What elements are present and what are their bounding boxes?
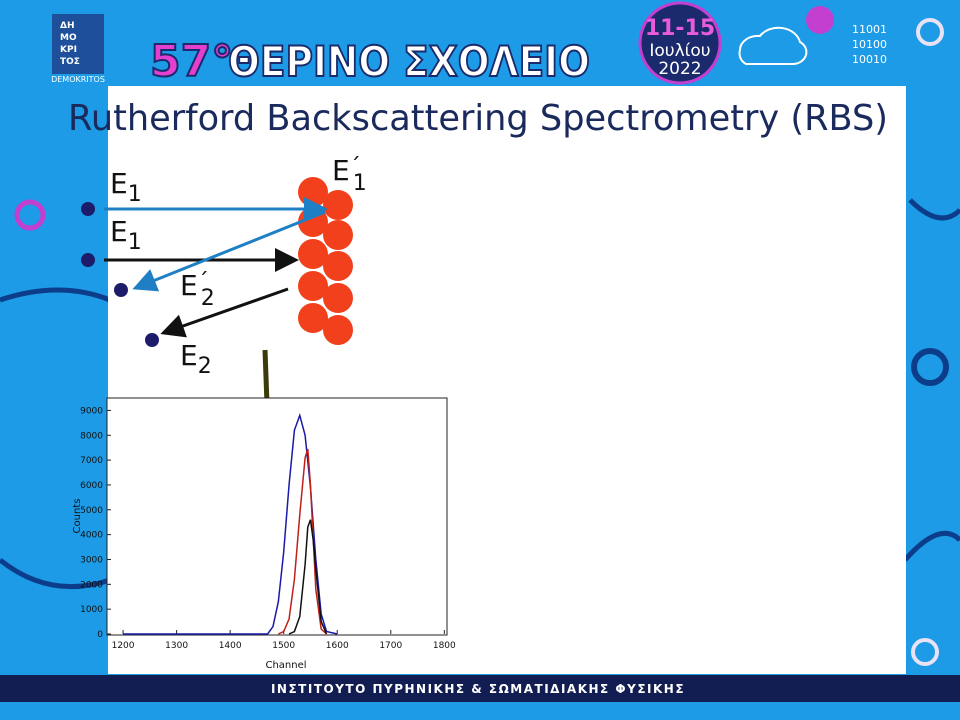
school-name: ΘΕΡΙΝΟ ΣΧΟΛΕΙΟ (228, 37, 590, 86)
label-sub: 2 (198, 354, 212, 379)
y-tick-label: 5000 (80, 506, 103, 516)
school-number: 57° (150, 36, 233, 87)
binary-text: 10010 (852, 53, 887, 66)
y-tick-label: 2000 (80, 580, 103, 590)
x-tick-label: 1300 (165, 641, 188, 651)
logo-text: ΔΗ (60, 21, 75, 31)
cloud-icon (738, 26, 808, 65)
data-line (123, 412, 338, 635)
footer-text: ΙΝΣΤΙΤΟΥΤΟ ΠΥΡΗΝΙΚΗΣ & ΣΩΜΑΤΙΔΙΑΚΗΣ ΦΥΣΙ… (271, 682, 685, 696)
data-line (278, 448, 328, 635)
y-axis-label: Counts (72, 499, 83, 534)
energy-label: E´ 2 (180, 269, 215, 311)
gear-icon (911, 348, 949, 386)
date-days: 11-15 (645, 16, 715, 41)
label-sub: 1 (353, 171, 367, 196)
logo (52, 14, 104, 74)
arrow (132, 210, 326, 292)
gear-icon (14, 199, 46, 231)
target-atoms (298, 177, 353, 345)
energy-label: E´ 1 (332, 154, 367, 196)
logo-text: ΜΟ (60, 33, 77, 43)
logo-caption: DEMOKRITOS (51, 75, 105, 84)
logo-text: ΤΟΣ (60, 57, 80, 67)
y-tick-label: 6000 (80, 481, 103, 491)
x-tick-label: 1800 (433, 641, 456, 651)
label-letter: E (180, 269, 198, 302)
label-sub: 1 (128, 182, 142, 207)
x-tick-label: 1700 (379, 641, 402, 651)
plot-frame (106, 397, 448, 636)
x-axis-label: Channel (265, 660, 306, 671)
label-sub: 2 (201, 286, 215, 311)
binary-text: 10100 (852, 38, 887, 51)
date-badge (638, 1, 722, 85)
x-tick-label: 1400 (219, 641, 242, 651)
label-prime: ´ (198, 270, 209, 295)
footer-bar (0, 675, 960, 702)
x-tick-label: 1200 (112, 641, 135, 651)
label-letter: E (180, 339, 198, 372)
logo-text: ΚΡΙ (60, 45, 77, 55)
energy-label: E1 (110, 215, 142, 255)
gear-icon (911, 638, 939, 666)
footer-strip (0, 702, 960, 720)
data-line (288, 519, 328, 635)
slide-title: Rutherford Backscattering Spectrometry (… (68, 98, 888, 139)
energy-label: E1 (110, 167, 142, 207)
label-letter: E (110, 215, 128, 248)
x-tick-label: 1500 (272, 641, 295, 651)
projectiles (81, 202, 159, 347)
y-tick-label: 1000 (80, 605, 103, 615)
diagram-labels: E1 E1 E´ 1 E´ 2 E2 (110, 154, 367, 379)
y-tick-label: 4000 (80, 531, 103, 541)
energy-label: E2 (180, 339, 212, 379)
x-tick-label: 1600 (326, 641, 349, 651)
binary-text: 11001 (852, 23, 887, 36)
label-letter: E (332, 154, 350, 187)
decoration (0, 198, 960, 590)
date-month: Ιουλίου (649, 41, 710, 61)
label-letter: E (110, 167, 128, 200)
gear-icon (806, 6, 834, 34)
y-tick-label: 7000 (80, 456, 103, 466)
y-tick-label: 3000 (80, 555, 103, 565)
y-tick-label: 9000 (80, 406, 103, 416)
label-sub: 1 (128, 230, 142, 255)
gear-icon (916, 18, 944, 46)
y-tick-label: 8000 (80, 431, 103, 441)
arrow (160, 287, 289, 338)
label-prime: ´ (350, 155, 361, 180)
y-tick-label: 0 (97, 630, 103, 640)
date-year: 2022 (658, 59, 701, 79)
